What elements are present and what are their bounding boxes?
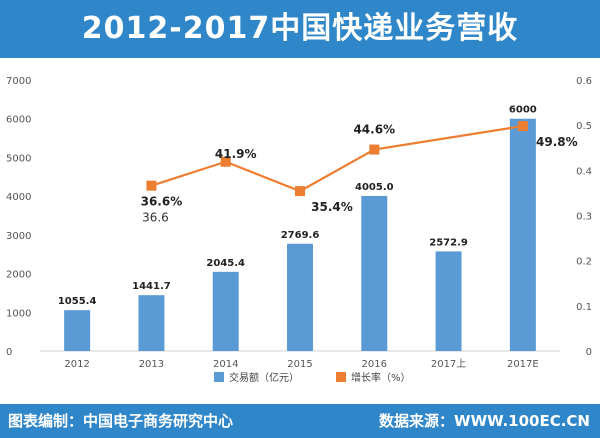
chart-title: 2012-2017中国快递业务营收 [81, 11, 519, 46]
bar [138, 295, 165, 351]
y-left-tick-label: 0 [6, 347, 12, 358]
bar [361, 195, 388, 351]
x-tick-label: 2017上 [431, 358, 466, 370]
extra-annotation-label: 36.6 [142, 211, 169, 225]
line-marker [369, 144, 380, 155]
chart-axes: 0 1000 2000 3000 4000 5000 6000 7000 0 0.1 0.2 0.3 0… [6, 76, 592, 370]
line-marker [146, 180, 157, 191]
x-tick-label: 2016 [362, 359, 387, 370]
legend-label-bar: 交易额（亿元） [229, 371, 299, 384]
line-data-label: 36.6% [141, 195, 183, 209]
y-left-tick-label: 7000 [6, 76, 31, 87]
bar-series: 1055.4 1441.7 2045.4 2769.6 4005.0 2572.9 6000 [58, 105, 537, 351]
chart-canvas: 0 1000 2000 3000 4000 5000 6000 7000 0 0.1 0.2 0.3 0… [6, 76, 592, 384]
bar [64, 310, 91, 351]
y-left-tick-label: 1000 [6, 308, 31, 319]
line-data-label: 41.9% [215, 147, 257, 161]
x-tick-label: 2012 [64, 359, 89, 370]
line-series: 36.6% 41.9% 35.4% 44.6% 49.8% 36.6 [141, 121, 578, 225]
line-data-label: 49.8% [536, 135, 578, 149]
source-credit: 图表编制：中国电子商务研究中心 [8, 412, 234, 430]
bar-data-label: 2769.6 [281, 230, 320, 241]
bar [435, 251, 462, 351]
line-marker [517, 121, 528, 132]
bar-data-label: 1055.4 [58, 296, 97, 307]
line-marker [220, 156, 231, 167]
y-right-tick-label: 0.1 [576, 302, 592, 313]
legend-swatch-bar [214, 372, 224, 382]
bar [509, 118, 536, 351]
line-data-label: 35.4% [311, 200, 353, 214]
chart-legend: 交易额（亿元） 增长率（%） [214, 371, 411, 384]
line-data-label: 44.6% [353, 123, 395, 137]
y-left-tick-label: 6000 [6, 115, 31, 126]
footer-bar: 图表编制：中国电子商务研究中心 数据来源：WWW.100EC.CN [0, 404, 600, 438]
y-left-tick-label: 5000 [6, 153, 31, 164]
bar-data-label: 1441.7 [132, 281, 171, 292]
bar-data-label: 2572.9 [429, 237, 468, 248]
legend-label-line: 增长率（%） [351, 371, 411, 384]
x-tick-label: 2014 [213, 359, 238, 370]
data-source: 数据来源：WWW.100EC.CN [379, 412, 590, 430]
y-right-tick-label: 0.4 [576, 166, 592, 177]
x-tick-label: 2017E [507, 359, 539, 370]
title-bar: 2012-2017中国快递业务营收 [0, 0, 600, 58]
y-right-tick-label: 0.2 [576, 257, 592, 268]
bar-data-label: 6000 [509, 105, 537, 116]
growth-rate-line [151, 124, 524, 193]
y-right-tick-label: 0.3 [576, 212, 592, 223]
y-left-tick-label: 2000 [6, 270, 31, 281]
bar [212, 271, 239, 351]
y-left-tick-label: 4000 [6, 192, 31, 203]
y-right-tick-label: 0.5 [576, 121, 592, 132]
bar-data-label: 4005.0 [355, 182, 394, 193]
y-right-tick-label: 0 [586, 347, 592, 358]
y-right-tick-label: 0.6 [576, 76, 592, 87]
bar [287, 243, 313, 351]
x-tick-label: 2015 [287, 359, 312, 370]
legend-swatch-line [336, 372, 346, 382]
y-left-tick-label: 3000 [6, 231, 31, 242]
x-tick-label: 2013 [139, 359, 164, 370]
bar-data-label: 2045.4 [206, 258, 245, 269]
line-marker [295, 186, 305, 197]
